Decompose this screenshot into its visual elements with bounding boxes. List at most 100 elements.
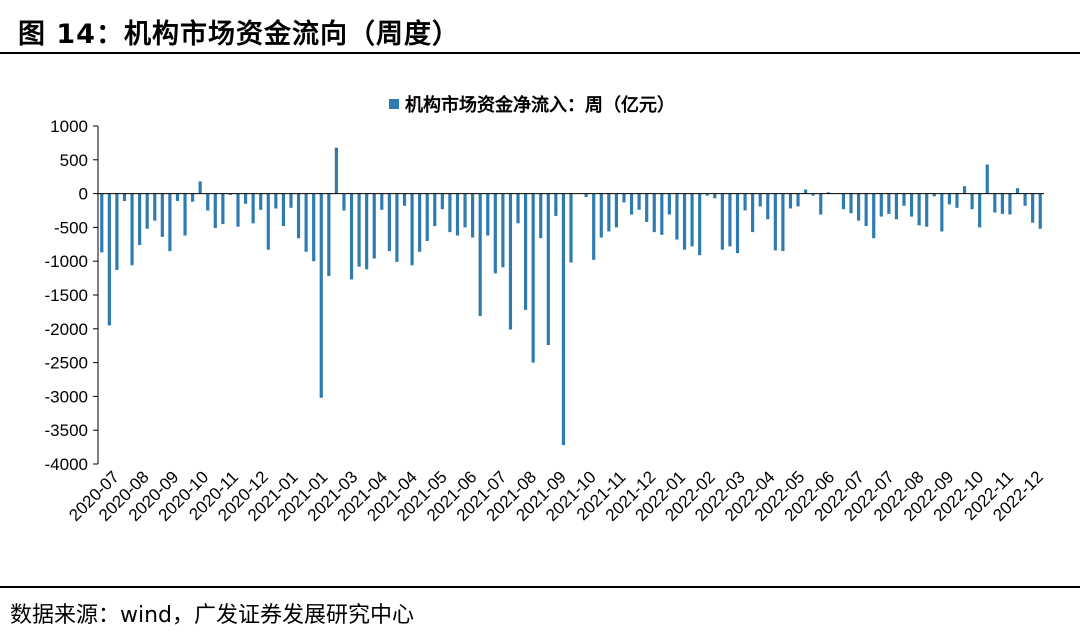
bar	[319, 193, 323, 398]
bar	[251, 193, 255, 224]
bar	[614, 193, 618, 228]
bar	[236, 193, 240, 227]
y-tick-label: -1000	[45, 252, 88, 271]
bar	[728, 193, 732, 247]
bar	[796, 193, 800, 207]
bar	[819, 193, 823, 215]
bar	[879, 193, 883, 217]
bar	[902, 193, 906, 206]
y-tick-label: -3500	[45, 421, 88, 440]
bar	[289, 193, 293, 208]
bar	[160, 193, 164, 237]
y-tick-label: -1500	[45, 286, 88, 305]
bar	[993, 193, 997, 213]
y-tick-label: -4000	[45, 455, 88, 474]
bar	[554, 193, 558, 216]
bar	[100, 193, 104, 253]
bar	[266, 193, 270, 250]
bar	[751, 193, 755, 233]
bar	[546, 193, 550, 346]
bar	[925, 193, 929, 227]
bar	[720, 193, 724, 250]
bar	[894, 193, 899, 220]
bar	[455, 193, 460, 236]
bar	[569, 193, 573, 263]
bar	[304, 193, 308, 252]
bar	[539, 193, 543, 239]
bar	[168, 193, 172, 252]
y-tick-label: 500	[60, 151, 88, 170]
bar	[856, 193, 861, 221]
bar	[735, 193, 740, 254]
bar	[486, 193, 490, 236]
bar	[440, 193, 444, 210]
bar	[228, 193, 233, 195]
bar	[463, 193, 467, 228]
bar	[433, 193, 437, 227]
bar	[221, 193, 225, 225]
source-note: 数据来源：wind，广发证券发展研究中心	[10, 603, 415, 628]
bar	[493, 193, 497, 274]
bar	[826, 192, 830, 194]
bar	[130, 193, 134, 266]
title-rule	[0, 52, 1080, 54]
bar	[395, 193, 399, 262]
bar	[917, 193, 921, 226]
bar	[599, 193, 603, 238]
bar	[402, 193, 407, 206]
bar	[115, 193, 119, 270]
bar	[607, 193, 611, 232]
bar	[584, 193, 588, 197]
bar	[622, 193, 626, 203]
bar	[667, 193, 671, 215]
bar	[243, 193, 248, 204]
bar	[940, 193, 944, 232]
x-axis: 2020-072020-082020-092020-102020-112020-…	[65, 193, 1047, 525]
bar	[1008, 193, 1012, 215]
bar	[334, 147, 338, 194]
bar	[773, 193, 777, 251]
bar	[849, 193, 853, 214]
bar	[516, 193, 520, 224]
y-tick-label: -2000	[45, 320, 88, 339]
bar	[743, 193, 747, 211]
bar	[349, 193, 354, 280]
bar	[682, 193, 687, 250]
bar	[637, 193, 641, 210]
bar	[645, 193, 649, 222]
bar	[478, 193, 482, 316]
bar	[312, 193, 316, 262]
bar	[191, 193, 195, 202]
chart-legend: 机构市场资金净流入：周（亿元）	[389, 94, 675, 116]
bar	[281, 193, 286, 227]
y-tick-label: -3000	[45, 387, 88, 406]
bar	[978, 193, 982, 228]
bar	[1015, 188, 1020, 194]
bar	[327, 193, 331, 277]
bar	[365, 193, 369, 270]
bar	[425, 193, 429, 241]
bar	[213, 193, 217, 229]
bar	[107, 193, 111, 326]
bar	[138, 193, 142, 245]
bar	[296, 193, 301, 239]
bar	[592, 193, 596, 260]
bar-series	[100, 147, 1042, 446]
bar	[788, 193, 793, 209]
bar	[1031, 193, 1035, 223]
bar	[387, 193, 391, 252]
bar	[713, 193, 717, 199]
bar	[758, 193, 762, 207]
bar	[1023, 193, 1027, 206]
bar	[947, 193, 951, 205]
bar	[629, 193, 634, 215]
bar	[1000, 193, 1004, 214]
bar	[887, 193, 891, 214]
bar	[206, 193, 210, 211]
bar	[652, 193, 656, 233]
bar	[698, 193, 702, 256]
bar	[811, 193, 815, 196]
bar	[183, 193, 187, 236]
bar	[342, 193, 346, 211]
bar	[524, 193, 528, 310]
